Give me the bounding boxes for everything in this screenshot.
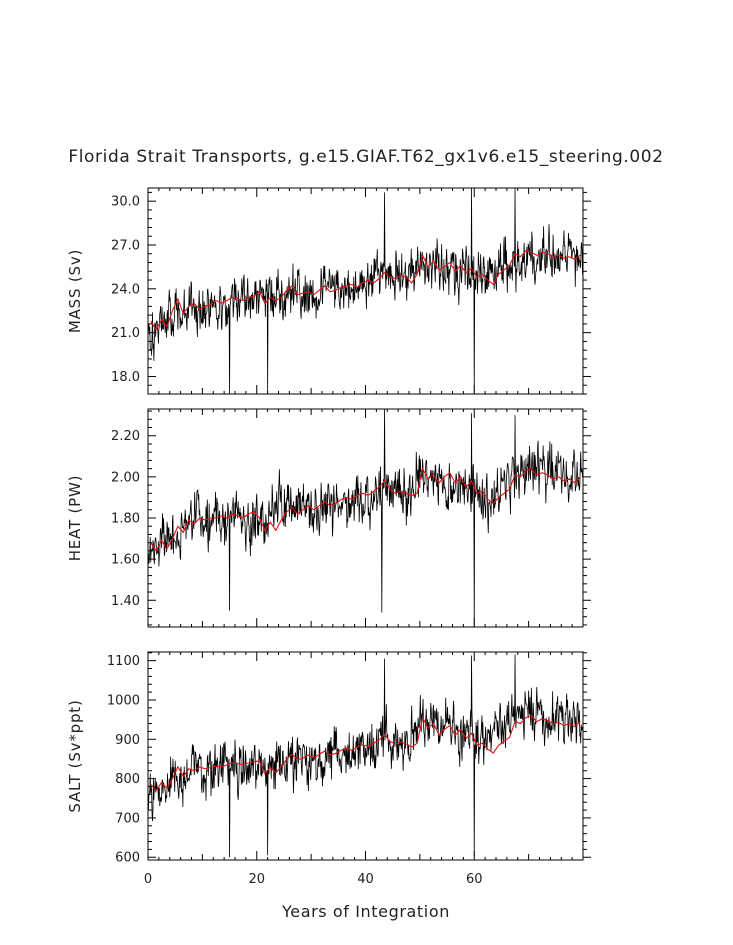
x-axis-label: Years of Integration bbox=[281, 902, 450, 921]
heat-ytick-label: 2.20 bbox=[111, 429, 140, 444]
heat-ytick-label: 1.60 bbox=[111, 553, 140, 568]
salt-xtick-label: 40 bbox=[357, 872, 374, 887]
heat-monthly-series bbox=[147, 408, 583, 628]
salt-xtick-label: 0 bbox=[144, 872, 152, 887]
mass-monthly-series bbox=[147, 187, 583, 395]
salt-ytick-label: 700 bbox=[115, 811, 140, 826]
mass-panel: 18.0 21.0 24.0 27.0 30.0 MASS (Sv) bbox=[66, 187, 591, 395]
figure-title: Florida Strait Transports, g.e15.GIAF.T6… bbox=[68, 147, 663, 167]
heat-ytick-label: 2.00 bbox=[111, 470, 140, 485]
salt-y-axis-label: SALT (Sv*ppt) bbox=[66, 699, 84, 812]
mass-y-axis-label: MASS (Sv) bbox=[66, 249, 84, 333]
mass-ytick-label: 21.0 bbox=[111, 326, 140, 341]
mass-ytick-label: 27.0 bbox=[111, 238, 140, 253]
salt-annual-mean-series bbox=[150, 715, 581, 792]
heat-panel: 1.40 1.60 1.80 2.00 2.20 HEAT (PW) bbox=[66, 408, 591, 628]
salt-xtick-label: 20 bbox=[248, 872, 265, 887]
mass-ytick-label: 18.0 bbox=[111, 370, 140, 385]
salt-ytick-label: 600 bbox=[115, 851, 140, 866]
salt-ytick-label: 800 bbox=[115, 772, 140, 787]
salt-xtick-label: 60 bbox=[466, 872, 483, 887]
heat-ytick-label: 1.80 bbox=[111, 512, 140, 527]
salt-ytick-label: 900 bbox=[115, 733, 140, 748]
salt-panel: 600 700 800 900 1000 1100 SALT (Sv*ppt) 0 20 40 60 bbox=[66, 651, 591, 887]
salt-ytick-label: 1100 bbox=[107, 654, 140, 669]
mass-ytick-label: 24.0 bbox=[111, 282, 140, 297]
salt-ytick-label: 1000 bbox=[107, 693, 140, 708]
heat-ytick-label: 1.40 bbox=[111, 594, 140, 609]
heat-y-axis-label: HEAT (PW) bbox=[66, 475, 84, 562]
heat-annual-mean-series bbox=[150, 467, 581, 552]
salt-monthly-series bbox=[147, 654, 583, 858]
mass-annual-mean-series bbox=[150, 250, 581, 331]
mass-ytick-label: 30.0 bbox=[111, 195, 140, 210]
